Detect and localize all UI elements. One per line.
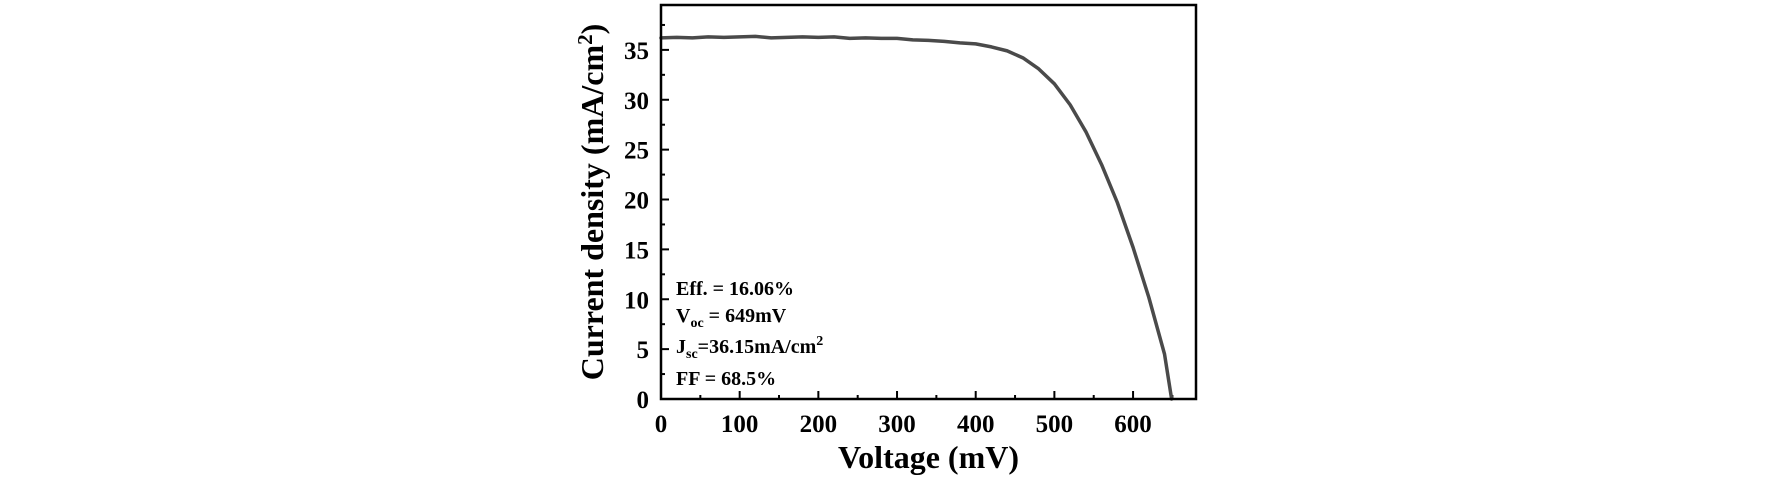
x-tick-label: 200 <box>800 411 838 438</box>
y-tick-label: 0 <box>637 387 650 414</box>
x-tick-label: 0 <box>655 411 668 438</box>
plot-frame <box>659 3 1198 401</box>
x-axis-title: Voltage (mV) <box>838 439 1019 475</box>
y-axis-title: Current density (mA/cm2) <box>573 24 610 381</box>
y-tick-label: 10 <box>624 287 649 314</box>
jv-curve <box>659 34 1174 401</box>
y-tick-label: 35 <box>624 38 649 65</box>
annotation-jsc: Jsc=36.15mA/cm2 <box>676 334 823 362</box>
y-tick-label: 30 <box>624 88 649 115</box>
annotation-voc: Voc = 649mV <box>676 305 787 331</box>
x-tick-label: 300 <box>878 411 916 438</box>
x-tick-labels: 0 100 200 300 400 500 600 <box>655 411 1152 438</box>
x-tick-label: 600 <box>1114 411 1152 438</box>
x-tick-label: 100 <box>721 411 759 438</box>
x-tick-label: 400 <box>957 411 995 438</box>
y-tick-label: 15 <box>624 237 649 264</box>
annotation-efficiency: Eff. = 16.06% <box>676 278 794 300</box>
y-tick-label: 25 <box>624 138 649 165</box>
y-tick-labels: 0 5 10 15 20 25 30 35 <box>624 38 649 414</box>
x-tick-label: 500 <box>1036 411 1074 438</box>
annotation-ff: FF = 68.5% <box>676 368 776 390</box>
y-ticks <box>661 23 669 400</box>
y-tick-label: 5 <box>637 337 650 364</box>
y-tick-label: 20 <box>624 188 649 215</box>
annotation-block: Eff. = 16.06% Voc = 649mV Jsc=36.15mA/cm… <box>676 278 823 390</box>
